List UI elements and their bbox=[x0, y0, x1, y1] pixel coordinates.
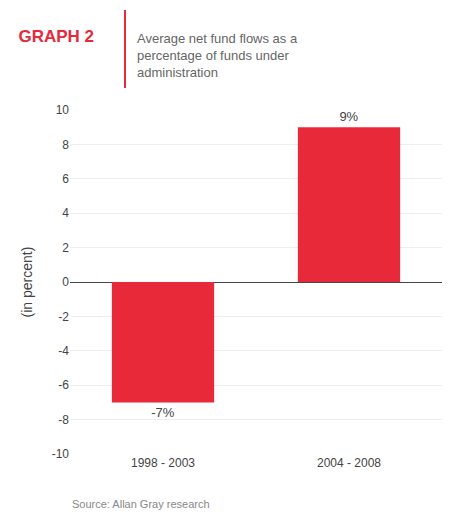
svg-text:-2: -2 bbox=[58, 310, 69, 324]
svg-text:0: 0 bbox=[62, 275, 69, 289]
svg-text:Average net fund flows as aper: Average net fund flows as apercentage of… bbox=[137, 31, 298, 80]
svg-text:8: 8 bbox=[62, 138, 69, 152]
svg-text:1998 - 2003: 1998 - 2003 bbox=[131, 456, 195, 470]
svg-text:-10: -10 bbox=[52, 447, 70, 461]
svg-text:GRAPH 2: GRAPH 2 bbox=[18, 27, 94, 46]
svg-text:(in percent): (in percent) bbox=[19, 247, 35, 318]
svg-text:4: 4 bbox=[62, 206, 69, 220]
svg-text:10: 10 bbox=[56, 103, 70, 117]
svg-text:6: 6 bbox=[62, 172, 69, 186]
svg-text:-4: -4 bbox=[58, 344, 69, 358]
svg-text:-6: -6 bbox=[58, 378, 69, 392]
svg-text:2: 2 bbox=[62, 241, 69, 255]
svg-text:Source: Allan Gray research: Source: Allan Gray research bbox=[72, 498, 210, 510]
svg-text:2004 - 2008: 2004 - 2008 bbox=[317, 456, 381, 470]
svg-text:-7%: -7% bbox=[151, 405, 175, 420]
svg-text:-8: -8 bbox=[58, 413, 69, 427]
svg-text:9%: 9% bbox=[339, 109, 358, 124]
